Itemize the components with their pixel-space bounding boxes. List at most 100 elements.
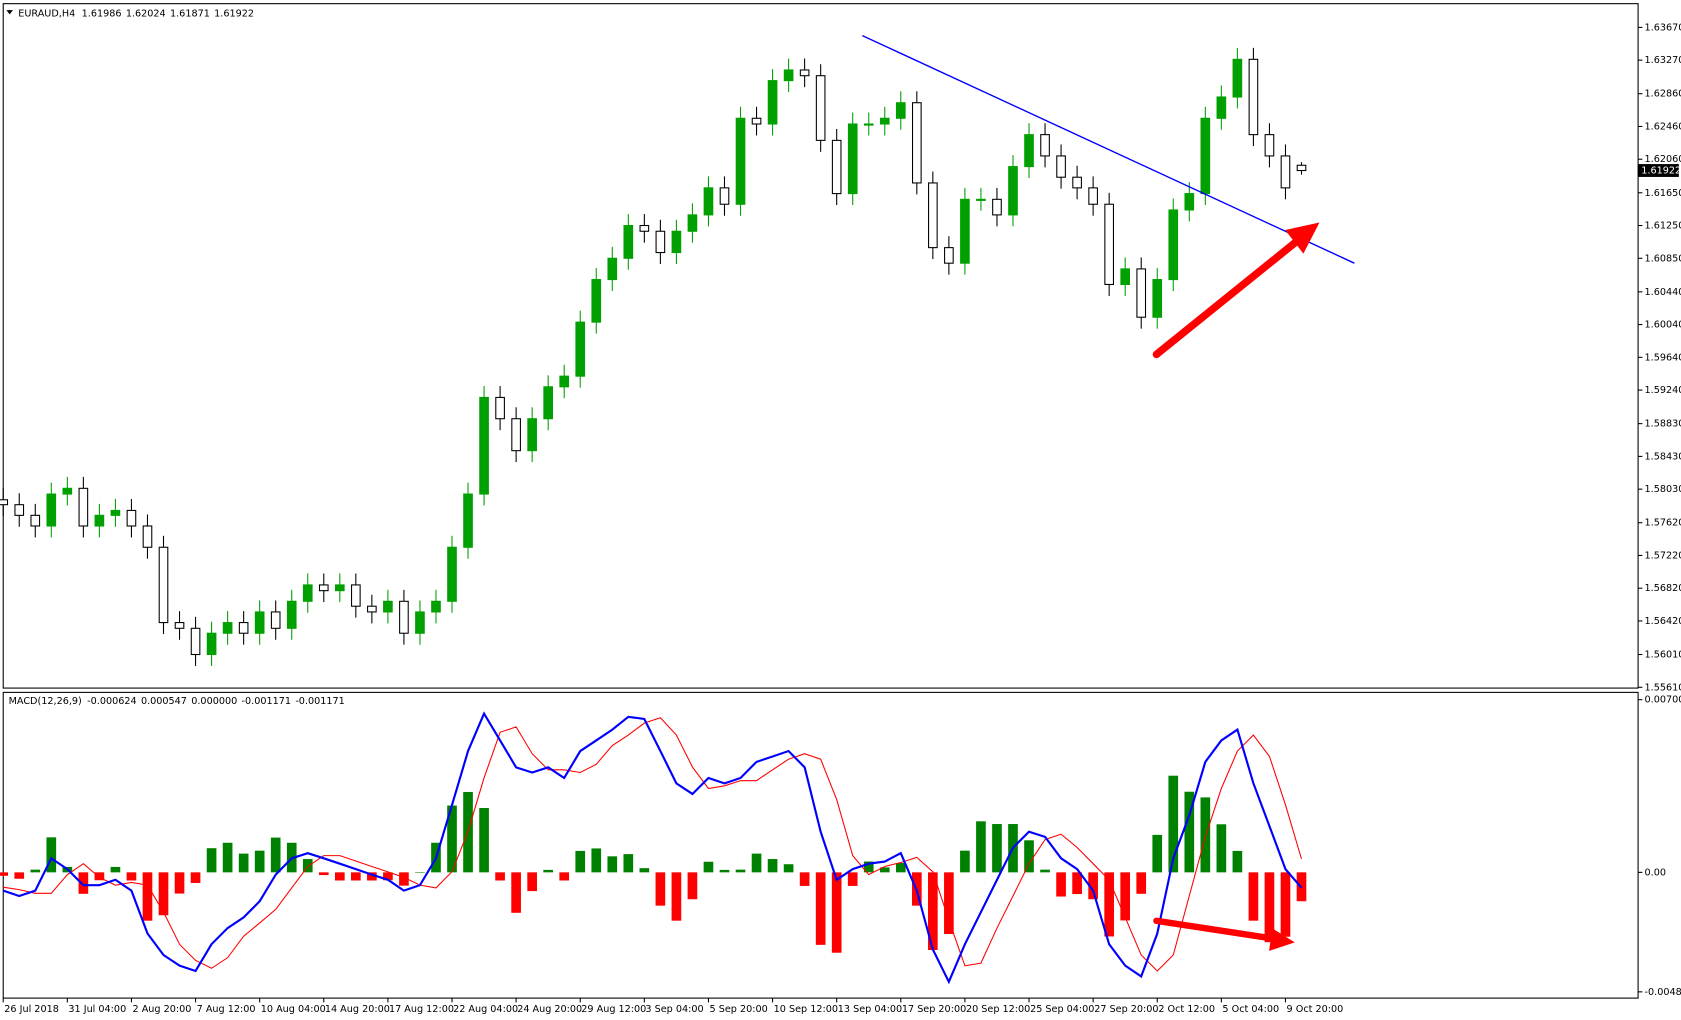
x-tick-label: 10 Sep 12:00 (774, 1004, 838, 1015)
candle-body (928, 182, 938, 249)
histogram-bar (543, 869, 554, 873)
histogram-bar (703, 861, 714, 873)
y-tick-label: 1.56820 (1645, 583, 1681, 594)
candle-body (543, 386, 554, 420)
candle-body (511, 418, 521, 452)
histogram-bar (1104, 872, 1114, 937)
candle-body (960, 198, 970, 264)
histogram-bar (238, 853, 249, 873)
histogram-bar (399, 872, 409, 886)
histogram-bar (270, 837, 281, 873)
arrow (1152, 234, 1304, 359)
macd-frame (2, 691, 1639, 999)
histogram-bar (992, 824, 1002, 873)
histogram-bar (575, 850, 586, 873)
candle-body (783, 69, 794, 82)
histogram-bar (318, 872, 329, 876)
histogram-bar (559, 872, 570, 881)
x-tick-label: 9 Oct 20:00 (1287, 1004, 1344, 1015)
histogram-bar (863, 861, 874, 873)
candle-body (190, 627, 201, 656)
histogram-bar (14, 872, 25, 879)
y-tick-label: -0.004846 (1645, 987, 1681, 998)
histogram-bar (495, 872, 505, 881)
histogram-bar (783, 864, 794, 873)
candle-body (1248, 58, 1259, 136)
histogram-bar (1152, 834, 1163, 873)
collapse-icon[interactable] (6, 10, 13, 15)
y-tick-label: 1.57620 (1645, 518, 1681, 529)
price-label: 1.61922 (1641, 166, 1681, 177)
y-tick-label: 1.62860 (1645, 89, 1681, 100)
x-tick-label: 13 Sep 04:00 (838, 1004, 902, 1015)
x-tick-label: 2 Oct 12:00 (1158, 1004, 1215, 1015)
y-tick-label: 1.62060 (1645, 154, 1681, 165)
histogram-bar (879, 867, 890, 873)
candle-body (158, 546, 169, 624)
candle-body (735, 117, 746, 205)
candle-body (222, 622, 233, 634)
histogram-bar (367, 872, 377, 881)
candle-body (1072, 176, 1082, 189)
histogram-bar (0, 872, 9, 876)
candle-body (944, 247, 954, 264)
candle-body (318, 584, 329, 592)
histogram-bar (1136, 872, 1147, 894)
histogram-bar (960, 850, 970, 873)
candle-body (623, 224, 634, 259)
indicator: MACD(12,26,9) (9, 696, 82, 707)
candle-body (767, 80, 778, 125)
x-tick-label: 31 Jul 04:00 (68, 1004, 126, 1015)
candle-body (1168, 209, 1179, 281)
x-tick-label: 14 Aug 20:00 (325, 1004, 390, 1015)
header-value: 0.000000 (191, 696, 237, 707)
header-value: -0.000624 (87, 696, 136, 707)
symbol: EURAUD,H4 (18, 8, 75, 19)
y-tick-label: 0.007003 (1645, 695, 1681, 706)
y-tick-label: 1.59640 (1645, 352, 1681, 363)
candle-body (94, 514, 105, 527)
candle-body (254, 611, 265, 634)
candle-body (495, 396, 505, 420)
y-tick-label: 1.61250 (1645, 221, 1681, 232)
histogram-bar (1184, 791, 1195, 873)
x-tick-label: 20 Sep 12:00 (966, 1004, 1030, 1015)
x-tick-label: 26 Jul 2018 (4, 1004, 59, 1015)
candle-body (1232, 58, 1243, 98)
candle-body (607, 257, 618, 281)
candle-body (62, 487, 73, 495)
y-tick-label: 1.59240 (1645, 385, 1681, 396)
y-tick-label: 1.63270 (1645, 55, 1681, 66)
histogram-bar (527, 872, 537, 892)
x-tick-label: 3 Sep 04:00 (645, 1004, 703, 1015)
header-value: -0.001171 (295, 696, 344, 707)
candle-body (1152, 279, 1163, 318)
histogram-bar (1168, 775, 1179, 873)
candle-body (463, 493, 473, 548)
header-value: -0.001171 (242, 696, 291, 707)
histogram-bar (511, 872, 521, 913)
y-tick-label: 1.58430 (1645, 451, 1681, 462)
histogram-bar (1216, 824, 1227, 873)
histogram-bar (735, 869, 746, 873)
price-frame (2, 3, 1639, 689)
x-tick-label: 7 Aug 12:00 (197, 1004, 256, 1015)
candle-body (383, 600, 393, 613)
x-tick-label: 25 Sep 04:00 (1030, 1004, 1094, 1015)
candle-body (1136, 268, 1147, 318)
candle-body (992, 198, 1002, 216)
candle-body (1216, 96, 1227, 119)
candle-body (14, 504, 25, 516)
candle-body (1024, 134, 1034, 168)
candle-body (815, 75, 826, 141)
candle-body (479, 396, 489, 495)
histogram-bar (944, 872, 954, 934)
y-tick-label: 1.56010 (1645, 650, 1681, 661)
candle-body (831, 139, 842, 195)
candle-body (334, 584, 345, 592)
candle-body (1296, 164, 1307, 172)
histogram-bar (815, 872, 826, 945)
candle-body (1264, 134, 1275, 157)
price-label-box (1638, 164, 1679, 177)
